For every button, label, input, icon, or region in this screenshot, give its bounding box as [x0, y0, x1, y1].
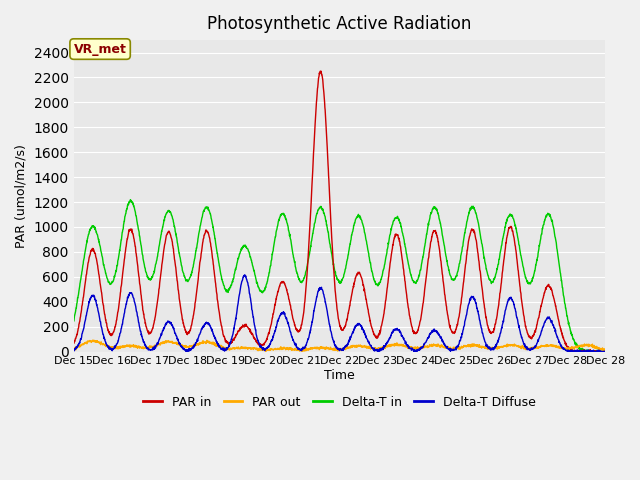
PAR out	[89, 337, 97, 343]
Delta-T Diffuse	[538, 329, 545, 335]
Delta-T in	[602, 348, 609, 353]
Line: Delta-T Diffuse: Delta-T Diffuse	[74, 275, 605, 351]
PAR out	[553, 343, 561, 348]
PAR in	[537, 303, 545, 309]
Line: PAR out: PAR out	[74, 340, 605, 351]
Delta-T Diffuse	[241, 272, 248, 278]
Delta-T in	[469, 205, 477, 211]
PAR in	[573, 348, 580, 354]
Delta-T in	[70, 318, 77, 324]
Delta-T in	[601, 348, 609, 354]
PAR in	[317, 68, 324, 74]
PAR out	[538, 343, 545, 349]
PAR in	[552, 306, 560, 312]
Delta-T Diffuse	[313, 294, 321, 300]
X-axis label: Time: Time	[324, 369, 355, 382]
PAR out	[602, 348, 609, 354]
Line: Delta-T in: Delta-T in	[74, 200, 605, 351]
PAR in	[469, 228, 477, 234]
Delta-T Diffuse	[601, 348, 609, 354]
PAR in	[602, 348, 609, 354]
PAR in	[601, 348, 609, 354]
PAR out	[299, 348, 307, 354]
PAR out	[70, 346, 77, 352]
Delta-T Diffuse	[469, 294, 477, 300]
PAR out	[313, 345, 321, 351]
Legend: PAR in, PAR out, Delta-T in, Delta-T Diffuse: PAR in, PAR out, Delta-T in, Delta-T Dif…	[138, 391, 541, 414]
PAR out	[601, 347, 609, 352]
Delta-T Diffuse	[184, 348, 192, 354]
Text: VR_met: VR_met	[74, 43, 127, 56]
Delta-T in	[552, 240, 560, 246]
Delta-T in	[127, 197, 134, 203]
PAR out	[369, 345, 377, 350]
Delta-T Diffuse	[369, 345, 377, 351]
Delta-T in	[537, 233, 545, 239]
Line: PAR in: PAR in	[74, 71, 605, 351]
Y-axis label: PAR (umol/m2/s): PAR (umol/m2/s)	[15, 144, 28, 248]
Delta-T in	[582, 348, 589, 354]
Title: Photosynthetic Active Radiation: Photosynthetic Active Radiation	[207, 15, 472, 33]
Delta-T Diffuse	[70, 348, 77, 354]
PAR out	[469, 341, 477, 347]
PAR in	[369, 327, 376, 333]
Delta-T in	[369, 271, 376, 276]
Delta-T Diffuse	[553, 333, 561, 338]
Delta-T Diffuse	[602, 348, 609, 354]
PAR in	[312, 104, 320, 110]
PAR in	[70, 341, 77, 347]
Delta-T in	[312, 212, 320, 218]
